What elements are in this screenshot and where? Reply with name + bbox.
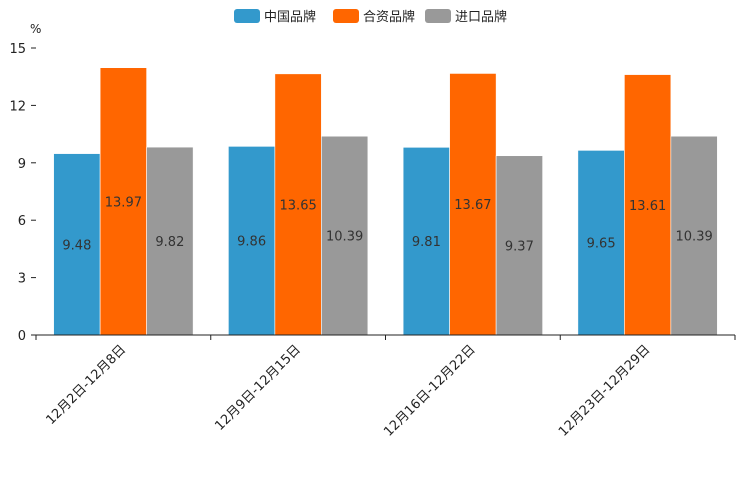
data-labels: 9.48 13.97 9.82 9.86 13.65 10.39 9.81 13.67 9.37… (62, 195, 712, 254)
bar-1-1[interactable] (274, 73, 322, 336)
y-tick-label: 0 (18, 329, 26, 344)
legend-label-0[interactable]: 中国品牌 (264, 9, 316, 25)
x-category-label-0: 12月2日-12月8日 (43, 342, 129, 428)
data-label-0-0: 9.48 (62, 238, 91, 253)
bar-3-0[interactable] (577, 150, 625, 336)
legend-label-1[interactable]: 合资品牌 (363, 9, 415, 25)
data-label-1-1: 13.65 (280, 198, 317, 213)
data-label-2-1: 13.67 (454, 198, 491, 213)
y-tick-label: 9 (18, 157, 26, 172)
x-category-label-1: 12月9日-12月15日 (212, 342, 304, 434)
legend: 中国品牌 合资品牌 进口品牌 (234, 9, 507, 25)
legend-swatch-2 (425, 9, 451, 23)
bars (53, 67, 718, 336)
x-category-label-2: 12月16日-12月22日 (381, 342, 478, 439)
data-label-1-0: 9.86 (237, 235, 266, 250)
bar-2-0[interactable] (402, 147, 450, 336)
data-label-0-2: 9.82 (155, 235, 184, 250)
y-tick-label: 6 (18, 214, 26, 229)
bar-3-2[interactable] (670, 135, 718, 336)
y-axis-unit-label: % (30, 22, 41, 36)
data-label-3-0: 9.65 (587, 237, 616, 252)
bar-1-2[interactable] (321, 135, 369, 336)
legend-swatch-0 (234, 9, 260, 23)
bar-2-1[interactable] (449, 73, 497, 336)
data-label-2-2: 9.37 (505, 239, 534, 254)
bar-3-1[interactable] (624, 74, 672, 336)
y-tick-label: 15 (9, 42, 26, 57)
data-label-1-2: 10.39 (326, 230, 363, 245)
x-category-label-3: 12月23日-12月29日 (556, 342, 653, 439)
data-label-3-2: 10.39 (676, 230, 713, 245)
data-label-3-1: 13.61 (629, 199, 666, 214)
bar-0-2[interactable] (146, 146, 194, 336)
y-tick-label: 12 (9, 99, 26, 114)
data-label-2-0: 9.81 (412, 235, 441, 250)
bar-1-0[interactable] (228, 146, 276, 336)
legend-swatch-1 (333, 9, 359, 23)
x-axis: 12月2日-12月8日 12月9日-12月15日 12月16日-12月22日 12月2… (35, 334, 736, 440)
y-tick-label: 3 (18, 272, 26, 287)
data-label-0-1: 13.97 (105, 195, 142, 210)
legend-label-2[interactable]: 进口品牌 (455, 9, 507, 25)
y-axis: 0 3 6 9 12 15 (9, 42, 36, 344)
